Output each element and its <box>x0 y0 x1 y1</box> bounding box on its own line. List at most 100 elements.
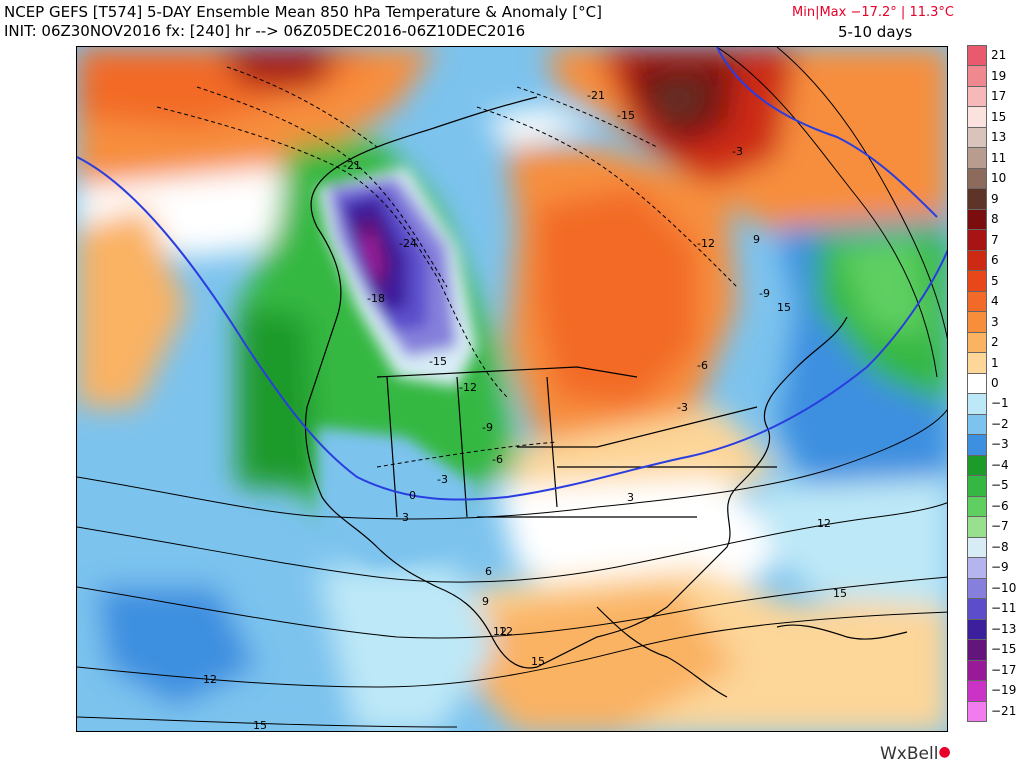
legend-swatch <box>967 229 987 251</box>
legend-swatch <box>967 680 987 702</box>
legend-label: 7 <box>991 232 999 247</box>
contour-label: -9 <box>759 287 770 300</box>
contour-label: 15 <box>253 719 267 732</box>
legend-swatch <box>967 372 987 395</box>
legend-label: 17 <box>991 89 1007 104</box>
contour-label: -18 <box>367 292 385 305</box>
legend-label: 2 <box>991 335 999 350</box>
legend-label: −19 <box>991 683 1017 698</box>
legend-label: −13 <box>991 621 1017 636</box>
zero-isotherm <box>77 156 947 501</box>
legend-label: 21 <box>991 48 1007 63</box>
legend-label: −2 <box>991 416 1009 431</box>
legend-label: −1 <box>991 396 1009 411</box>
forecast-period: 5-10 days <box>838 23 913 41</box>
contour-label: 12 <box>493 625 507 638</box>
legend-swatch <box>967 188 987 210</box>
legend-label: 10 <box>991 171 1007 186</box>
contour-label: -21 <box>587 89 605 102</box>
legend-label: −6 <box>991 498 1009 513</box>
legend-label: 5 <box>991 273 999 288</box>
contour-label: -15 <box>429 355 447 368</box>
legend-label: 9 <box>991 191 999 206</box>
map-canvas: -21 -24 -18 -15 -12 -9 -6 -3 0 3 6 9 12 … <box>77 47 947 732</box>
legend-swatch <box>967 598 987 620</box>
contour-label: 12 <box>499 625 513 638</box>
legend-label: −11 <box>991 601 1017 616</box>
legend-label: 19 <box>991 68 1007 83</box>
legend-swatch <box>967 331 987 354</box>
anomaly-map: -21 -24 -18 -15 -12 -9 -6 -3 0 3 6 9 12 … <box>76 46 948 732</box>
legend-swatch <box>967 352 987 374</box>
legend-swatch <box>967 639 987 661</box>
coastlines <box>304 96 908 698</box>
isotherms <box>77 47 947 728</box>
legend-label: 3 <box>991 314 999 329</box>
legend-swatch <box>967 85 987 108</box>
contour-label: -6 <box>697 359 708 372</box>
contour-labels: -21 -24 -18 -15 -12 -9 -6 -3 0 3 6 9 12 … <box>203 89 847 732</box>
legend-label: −7 <box>991 519 1009 534</box>
legend-swatch <box>967 167 987 190</box>
min-max-readout: Min|Max −17.2° | 11.3°C <box>792 5 954 20</box>
contour-label: -24 <box>399 237 417 250</box>
contour-label: -9 <box>482 421 493 434</box>
legend-label: 0 <box>991 376 999 390</box>
contour-label: 9 <box>482 595 489 608</box>
legend-swatch <box>967 45 987 67</box>
legend-label: −5 <box>991 478 1009 493</box>
color-legend: 21 19 17 15 13 11 10 9 8 7 6 5 4 3 2 1 0 −1 −2 −3 −4 −5 −6 −7 −8… <box>967 45 1023 722</box>
contour-label: 6 <box>485 565 492 578</box>
contour-label: 3 <box>627 491 634 504</box>
contour-label: -21 <box>343 159 361 172</box>
legend-label: 8 <box>991 212 999 227</box>
legend-swatch <box>967 536 987 559</box>
contour-label: 15 <box>833 587 847 600</box>
negative-isotherms <box>156 66 738 468</box>
chart-title: NCEP GEFS [T574] 5-DAY Ensemble Mean 850… <box>4 3 602 21</box>
legend-label: −8 <box>991 539 1009 554</box>
legend-swatch <box>967 413 987 436</box>
legend-swatch <box>967 270 987 292</box>
legend-swatch <box>967 249 987 272</box>
legend-swatch <box>967 106 987 128</box>
legend-label: 13 <box>991 130 1007 145</box>
legend-label: −3 <box>991 437 1009 452</box>
init-forecast-line: INIT: 06Z30NOV2016 fx: [240] hr --> 06Z0… <box>4 22 526 40</box>
contour-label: -3 <box>732 145 743 158</box>
contour-label: 9 <box>753 233 760 246</box>
legend-swatch <box>967 659 987 682</box>
legend-swatch <box>967 147 987 169</box>
legend-label: −9 <box>991 560 1009 575</box>
legend-swatch <box>967 393 987 415</box>
contour-label: -3 <box>437 473 448 486</box>
legend-swatch <box>967 495 987 518</box>
legend-swatch <box>967 557 987 579</box>
contour-label: -15 <box>617 109 635 122</box>
wxbell-logo: WxBell● <box>880 744 951 764</box>
legend-swatch <box>967 290 987 313</box>
legend-swatch <box>967 700 987 722</box>
legend-label: −21 <box>991 703 1017 718</box>
legend-label: 15 <box>991 109 1007 124</box>
legend-swatch <box>967 126 987 149</box>
legend-swatch <box>967 516 987 538</box>
contour-label: -12 <box>459 381 477 394</box>
logo-dot-icon: ● <box>938 744 951 760</box>
legend-label: −17 <box>991 662 1017 677</box>
contour-label: 0 <box>409 489 416 502</box>
contour-label: 3 <box>402 511 409 524</box>
contour-label: -12 <box>697 237 715 250</box>
legend-label: −15 <box>991 642 1017 657</box>
legend-swatch <box>967 618 987 641</box>
legend-swatch <box>967 454 987 477</box>
brand-text: WxBell <box>880 744 939 764</box>
contour-label: -6 <box>492 453 503 466</box>
contour-label: 15 <box>531 655 545 668</box>
contour-label: 12 <box>817 517 831 530</box>
legend-label: −4 <box>991 457 1009 472</box>
legend-swatch <box>967 434 987 456</box>
legend-label: −10 <box>991 580 1017 595</box>
contour-label: 15 <box>777 301 791 314</box>
legend-label: 1 <box>991 355 999 370</box>
